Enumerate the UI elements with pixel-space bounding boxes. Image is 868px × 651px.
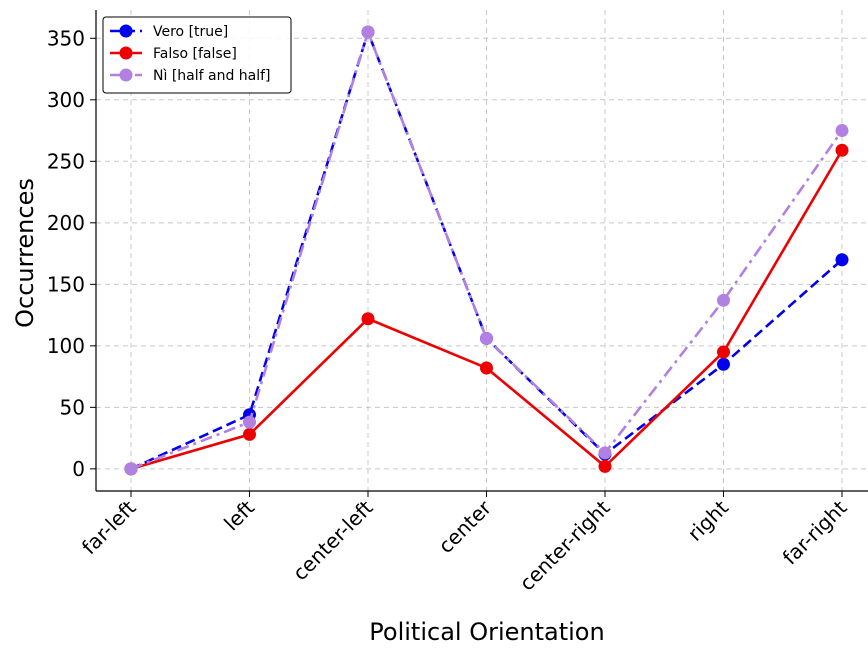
data-point-series-2: [598, 459, 612, 473]
data-point-series-3: [717, 293, 730, 307]
data-point-series-3: [361, 25, 375, 39]
legend-label-1: Vero [true]: [153, 24, 228, 40]
x-tick-label: center-right: [515, 495, 615, 595]
x-axis-title: Political Orientation: [369, 618, 604, 646]
y-tick-label: 200: [47, 211, 85, 235]
data-point-series-3: [598, 446, 612, 460]
legend-marker-3: [119, 68, 133, 82]
grid-lines: [96, 10, 868, 491]
legend-label-2: Falso [false]: [153, 46, 237, 62]
data-point-series-2: [480, 361, 493, 375]
data-point-series-2: [835, 143, 849, 157]
x-tick-label: far-left: [77, 495, 141, 559]
data-point-series-2: [243, 427, 256, 441]
y-axis-title: Occurrences: [11, 178, 39, 328]
y-tick-label: 300: [47, 88, 85, 112]
y-tick-label: 0: [72, 457, 85, 481]
x-ticks: far-left left center-left center center-righ…: [77, 491, 852, 595]
legend-marker-1: [119, 24, 133, 38]
y-tick-label: 100: [47, 334, 85, 358]
y-tick-label: 250: [47, 149, 85, 173]
data-point-series-3: [480, 331, 493, 345]
y-ticks: 0 50 100 150 200 250 300 350: [47, 26, 96, 481]
y-tick-label: 50: [60, 395, 85, 419]
series-line-1: [130, 28, 843, 471]
x-tick-label: far-right: [778, 495, 852, 569]
legend-label-3: Nì [half and half]: [153, 68, 271, 84]
data-point-series-3: [243, 415, 256, 429]
legend: Vero [true] Falso [false] Nì [half and hal…: [102, 16, 292, 94]
y-tick-label: 150: [47, 272, 85, 296]
legend-marker-2: [119, 46, 133, 60]
y-tick-label: 350: [47, 26, 85, 50]
x-tick-label: center-left: [288, 495, 378, 585]
data-point-series-2: [361, 312, 375, 326]
data-point-series-3: [124, 462, 138, 476]
data-point-series-2: [717, 345, 730, 359]
axes: [95, 10, 868, 492]
x-tick-label: left: [219, 495, 259, 535]
x-tick-label: right: [683, 495, 733, 545]
data-point-series-1: [717, 357, 730, 371]
series-group: [124, 25, 849, 476]
data-point-series-1: [835, 253, 849, 267]
data-point-series-3: [835, 124, 849, 138]
x-tick-label: center: [434, 495, 497, 558]
legend-box: [102, 16, 292, 94]
series-line-3: [130, 28, 844, 471]
